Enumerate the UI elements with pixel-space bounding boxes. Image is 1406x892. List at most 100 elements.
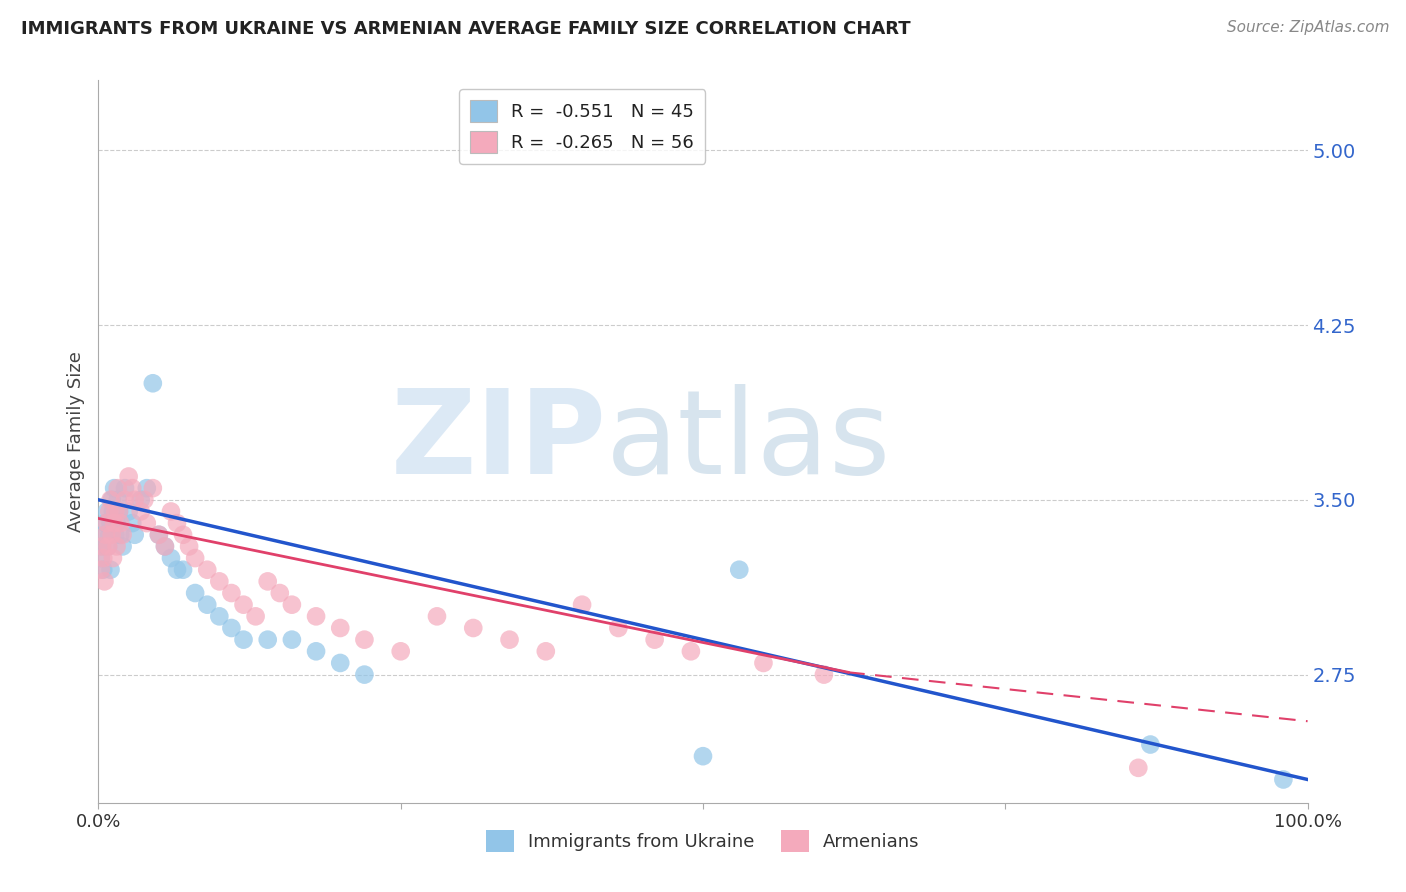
Text: ZIP: ZIP: [391, 384, 606, 499]
Point: [124, 528, 146, 542]
Point: [571, 598, 593, 612]
Point: [305, 609, 328, 624]
Point: [96, 516, 118, 530]
Point: [97, 540, 120, 554]
Point: [329, 656, 352, 670]
Point: [166, 563, 188, 577]
Point: [108, 528, 131, 542]
Point: [245, 609, 267, 624]
Point: [135, 481, 157, 495]
Point: [104, 504, 127, 518]
Point: [142, 481, 165, 495]
Point: [148, 528, 170, 542]
Point: [534, 644, 557, 658]
Point: [153, 540, 176, 554]
Point: [692, 749, 714, 764]
Point: [121, 516, 143, 530]
Point: [153, 540, 176, 554]
Point: [1128, 761, 1150, 775]
Point: [104, 528, 127, 542]
Point: [101, 551, 124, 566]
Point: [1272, 772, 1295, 787]
Point: [101, 504, 124, 518]
Point: [221, 621, 243, 635]
Point: [148, 528, 170, 542]
Point: [426, 609, 449, 624]
Point: [195, 598, 218, 612]
Point: [142, 376, 165, 391]
Point: [100, 516, 122, 530]
Point: [107, 481, 129, 495]
Point: [121, 481, 143, 495]
Point: [100, 492, 122, 507]
Point: [91, 540, 114, 554]
Point: [98, 504, 121, 518]
Point: [103, 516, 125, 530]
Point: [100, 528, 122, 542]
Point: [498, 632, 520, 647]
Point: [118, 469, 141, 483]
Point: [463, 621, 485, 635]
Point: [644, 632, 666, 647]
Text: IMMIGRANTS FROM UKRAINE VS ARMENIAN AVERAGE FAMILY SIZE CORRELATION CHART: IMMIGRANTS FROM UKRAINE VS ARMENIAN AVER…: [21, 20, 911, 37]
Point: [221, 586, 243, 600]
Point: [172, 528, 194, 542]
Point: [269, 586, 291, 600]
Point: [98, 528, 121, 542]
Point: [108, 504, 131, 518]
Point: [179, 540, 201, 554]
Point: [160, 551, 183, 566]
Point: [208, 574, 231, 589]
Point: [232, 632, 254, 647]
Text: Source: ZipAtlas.com: Source: ZipAtlas.com: [1226, 20, 1389, 35]
Point: [679, 644, 702, 658]
Point: [353, 632, 375, 647]
Point: [166, 516, 188, 530]
Point: [107, 492, 129, 507]
Point: [90, 563, 112, 577]
Point: [172, 563, 194, 577]
Point: [96, 504, 118, 518]
Point: [305, 644, 328, 658]
Point: [256, 574, 278, 589]
Point: [114, 481, 136, 495]
Point: [281, 598, 304, 612]
Point: [91, 551, 114, 566]
Point: [329, 621, 352, 635]
Point: [129, 492, 152, 507]
Point: [97, 540, 120, 554]
Point: [184, 551, 207, 566]
Point: [93, 574, 115, 589]
Point: [118, 504, 141, 518]
Point: [90, 551, 112, 566]
Point: [1139, 738, 1161, 752]
Y-axis label: Average Family Size: Average Family Size: [66, 351, 84, 532]
Point: [94, 528, 117, 542]
Point: [607, 621, 630, 635]
Point: [91, 540, 114, 554]
Point: [114, 492, 136, 507]
Point: [135, 516, 157, 530]
Point: [389, 644, 412, 658]
Point: [160, 504, 183, 518]
Point: [100, 492, 122, 507]
Point: [129, 504, 152, 518]
Point: [91, 563, 114, 577]
Point: [208, 609, 231, 624]
Point: [281, 632, 304, 647]
Point: [134, 492, 156, 507]
Point: [94, 516, 117, 530]
Point: [184, 586, 207, 600]
Point: [813, 667, 835, 681]
Point: [111, 528, 134, 542]
Point: [256, 632, 278, 647]
Point: [100, 563, 122, 577]
Point: [108, 504, 131, 518]
Legend: Immigrants from Ukraine, Armenians: Immigrants from Ukraine, Armenians: [479, 822, 927, 859]
Point: [103, 481, 125, 495]
Point: [105, 540, 128, 554]
Point: [728, 563, 751, 577]
Point: [353, 667, 375, 681]
Point: [232, 598, 254, 612]
Point: [93, 528, 115, 542]
